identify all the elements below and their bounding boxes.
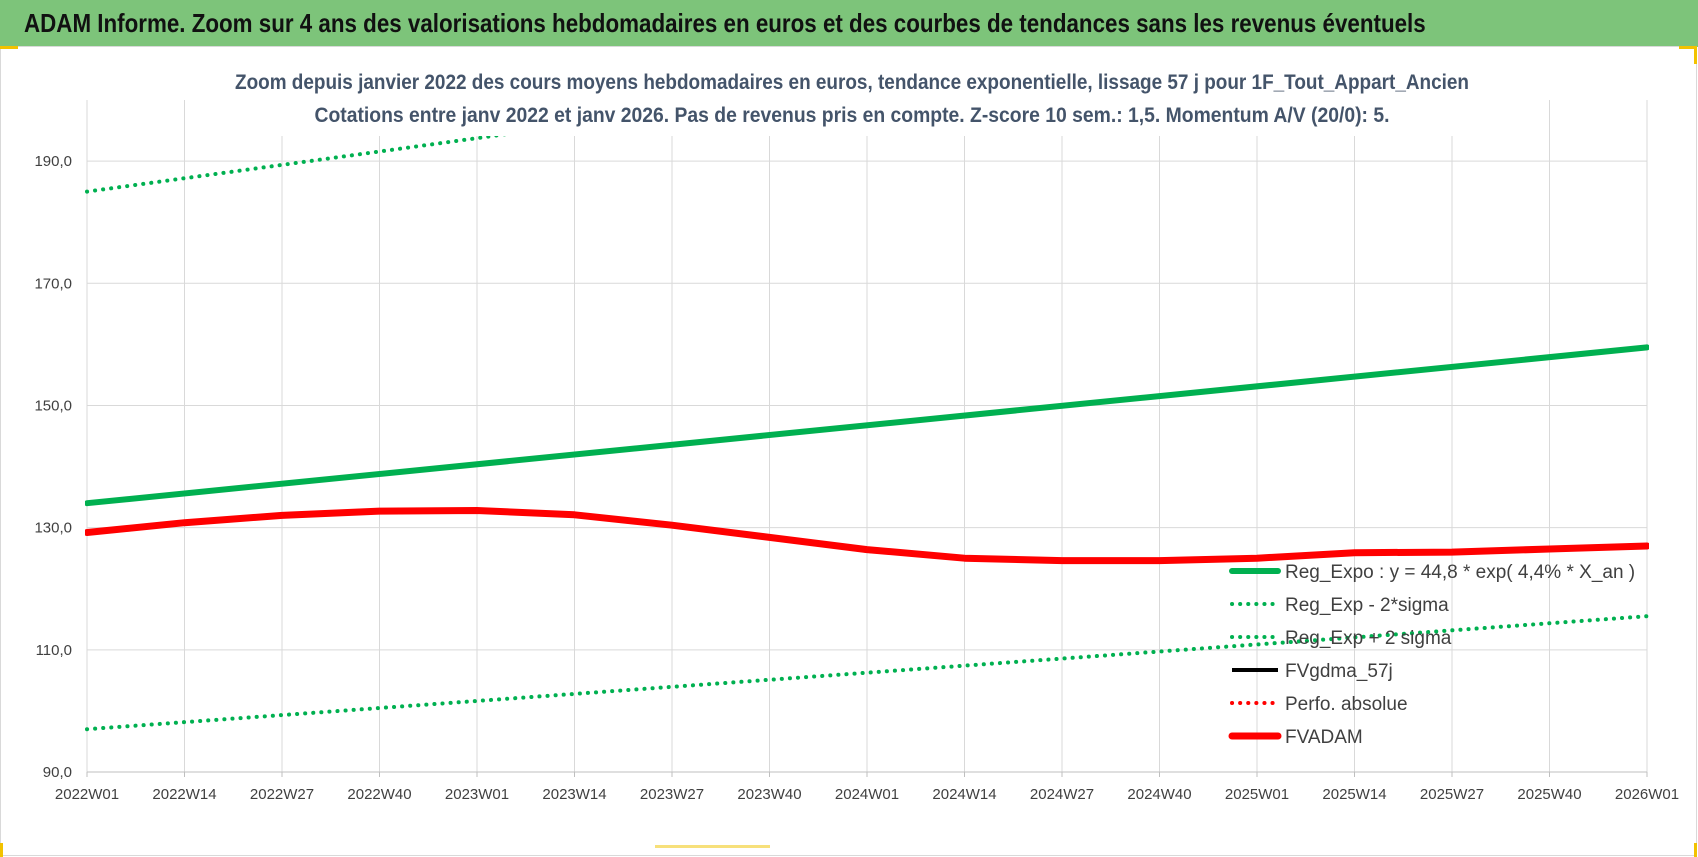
- series-layer: [85, 100, 1649, 732]
- legend-label-1: Reg_Exp - 2*sigma: [1285, 595, 1449, 616]
- legend: Reg_Expo : y = 44,8 * exp( 4,4% * X_an )…: [1228, 562, 1635, 748]
- x-tick-label: 2022W14: [152, 786, 216, 803]
- chart-grid: [86, 100, 1648, 773]
- x-tick-label: 2023W01: [445, 786, 509, 803]
- y-tick-label: 150,0: [34, 397, 72, 414]
- x-tick-label: 2026W01: [1615, 786, 1679, 803]
- y-tick-label: 130,0: [34, 520, 72, 537]
- x-tick-label: 2024W01: [835, 786, 899, 803]
- x-tick-label: 2024W14: [932, 786, 996, 803]
- report-banner: ADAM Informe. Zoom sur 4 ans des valoris…: [0, 0, 1698, 47]
- frame-corner-right-side: [1694, 46, 1697, 64]
- frame-corner-top-right: [1679, 46, 1697, 49]
- chart-subtitle-line-2: Cotations entre janv 2022 et janv 2026. …: [315, 104, 1390, 127]
- chart-frame: [0, 46, 1697, 856]
- legend-label-3: FVgdma_57j: [1285, 661, 1393, 682]
- x-tick-label: 2023W40: [737, 786, 801, 803]
- y-tick-label: 110,0: [36, 642, 72, 659]
- legend-label-0: Reg_Expo : y = 44,8 * exp( 4,4% * X_an ): [1285, 562, 1635, 583]
- x-tick-label: 2024W40: [1127, 786, 1191, 803]
- y-tick-label: 170,0: [34, 275, 72, 292]
- report-title: ADAM Informe. Zoom sur 4 ans des valoris…: [24, 8, 1426, 38]
- legend-label-4: Perfo. absolue: [1285, 694, 1408, 715]
- x-tick-label: 2022W01: [55, 786, 119, 803]
- x-tick-label: 2025W27: [1420, 786, 1484, 803]
- x-tick-label: 2025W40: [1517, 786, 1581, 803]
- series-line-0: [85, 344, 1649, 507]
- y-tick-label: 90,0: [43, 764, 72, 781]
- x-tick-label: 2023W27: [640, 786, 704, 803]
- x-tick-label: 2025W01: [1225, 786, 1289, 803]
- frame-handle-bottom: [655, 845, 770, 848]
- chart-subtitle-line-1: Zoom depuis janvier 2022 des cours moyen…: [235, 71, 1469, 94]
- frame-corner-bottom-left: [0, 843, 3, 857]
- legend-label-5: FVADAM: [1285, 727, 1363, 748]
- series-line-1: [85, 614, 1649, 732]
- x-tick-label: 2022W40: [347, 786, 411, 803]
- frame-corner-top-left: [0, 46, 18, 49]
- x-tick-label: 2023W14: [542, 786, 606, 803]
- x-tick-label: 2022W27: [250, 786, 314, 803]
- legend-label-2: Reg_Exp + 2 sigma: [1285, 628, 1452, 649]
- tick-labels: 90,0 110,0 130,0 150,0 170,0 190,0 2022W01 2022…: [34, 153, 1679, 803]
- y-tick-label: 190,0: [34, 153, 72, 170]
- x-tick-label: 2024W27: [1030, 786, 1094, 803]
- subtitle-background: [226, 62, 1479, 136]
- series-line-5: [85, 507, 1649, 565]
- frame-corner-bottom-right: [1694, 843, 1697, 857]
- x-tick-label: 2025W14: [1322, 786, 1386, 803]
